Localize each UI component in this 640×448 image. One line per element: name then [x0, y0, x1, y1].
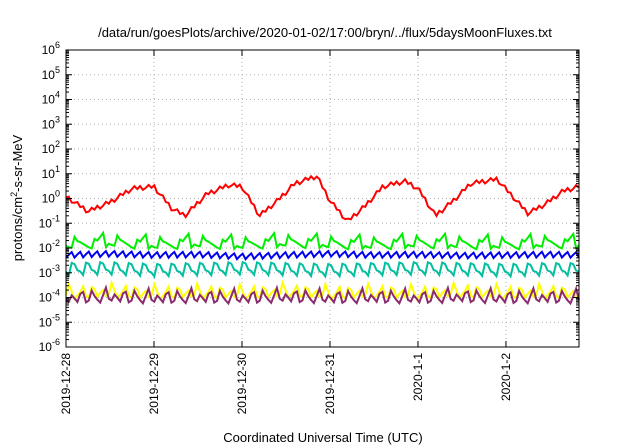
y-tick-label: 102 — [42, 139, 60, 156]
x-axis: 2019-12-28 2019-12-29 2019-12-30 2019-12-31… — [59, 50, 513, 414]
y-axis-label-suffix: -s-sr-MeV — [10, 134, 25, 191]
chart-title: /data/run/goesPlots/archive/2020-01-02/1… — [98, 25, 552, 40]
y-tick-label: 105 — [42, 65, 60, 82]
series-line — [65, 284, 580, 306]
y-tick-label: 10-6 — [39, 337, 60, 354]
y-tick-label: 104 — [42, 90, 60, 107]
x-tick-label: 2020-1-1 — [411, 353, 425, 401]
series-line — [65, 279, 580, 302]
x-axis-label: Coordinated Universal Time (UTC) — [223, 430, 422, 445]
y-axis: 10-6 10-5 10-4 10-3 10-2 10-1 100 101 102 103 104 1… — [39, 40, 579, 354]
y-tick-label: 106 — [42, 40, 60, 57]
y-axis-label-sup: 2 — [9, 192, 19, 197]
y-tick-label: 10-1 — [39, 213, 60, 230]
y-axis-label-prefix: protons/cm — [10, 197, 25, 261]
series-layer — [65, 174, 580, 306]
series-line — [65, 230, 580, 251]
y-tick-label: 10-3 — [39, 263, 60, 280]
x-tick-label: 2019-12-29 — [147, 353, 161, 415]
x-tick-label: 2019-12-30 — [235, 353, 249, 415]
x-tick-label: 2019-12-28 — [59, 353, 73, 415]
y-tick-label: 103 — [42, 114, 60, 131]
series-line — [65, 249, 580, 261]
y-tick-label: 101 — [42, 164, 60, 181]
y-tick-label: 10-2 — [39, 238, 60, 255]
series-line — [65, 260, 580, 279]
series-line — [65, 174, 580, 221]
x-tick-label: 2020-1-2 — [499, 353, 513, 401]
y-tick-label: 100 — [42, 189, 60, 206]
y-tick-label: 10-5 — [39, 312, 60, 329]
y-axis-label: protons/cm2-s-sr-MeV — [9, 134, 25, 261]
y-tick-label: 10-4 — [39, 288, 60, 305]
x-tick-label: 2019-12-31 — [323, 353, 337, 415]
